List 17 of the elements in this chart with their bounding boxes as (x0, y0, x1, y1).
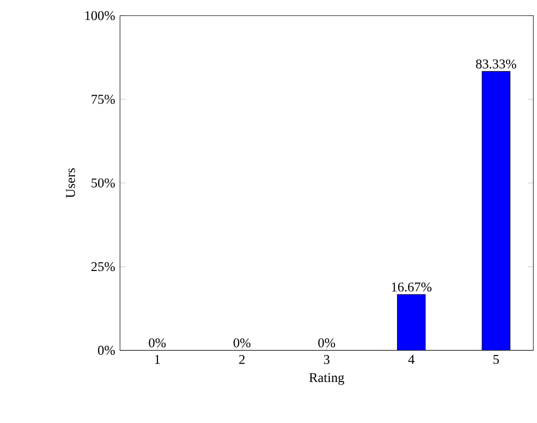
data-label: 0% (148, 338, 166, 348)
data-label: 0% (318, 338, 336, 348)
x-axis-title: Rating (309, 373, 344, 385)
x-tick-label: 4 (408, 355, 414, 364)
y-axis-title: Users (66, 168, 76, 198)
data-label: 0% (234, 338, 250, 348)
y-tick-label: 75% (92, 94, 115, 104)
data-label: 83.33% (476, 59, 516, 69)
x-tick-label: 2 (239, 355, 245, 364)
x-tick-label: 3 (324, 355, 330, 364)
y-tick-label: 25% (91, 262, 115, 272)
y-tick-label: 50% (92, 178, 115, 188)
y-tick-label: 100% (85, 11, 115, 20)
x-tick-label: 5 (494, 355, 499, 364)
data-label: 16.67% (392, 282, 432, 292)
y-tick-label: 0% (98, 346, 115, 355)
x-tick-label: 1 (155, 355, 160, 364)
